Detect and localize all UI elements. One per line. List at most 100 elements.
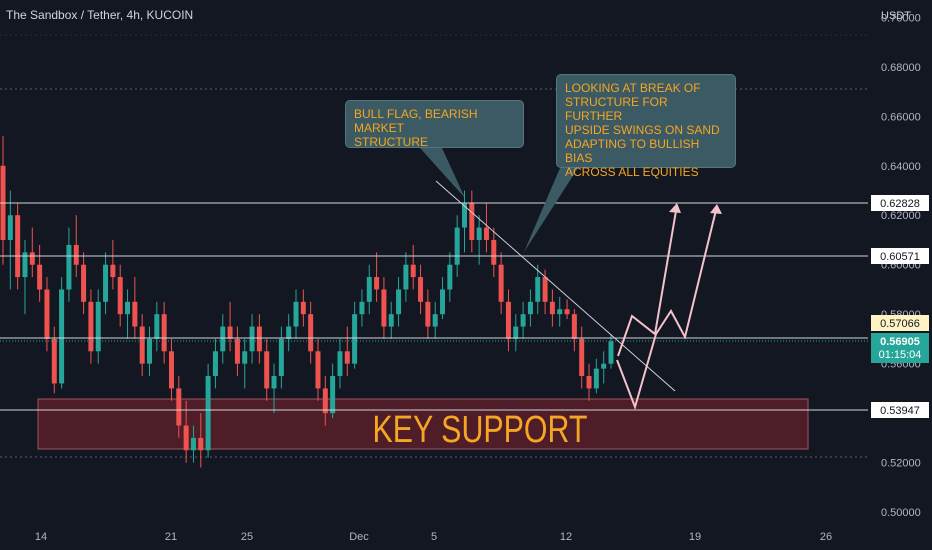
candle-body bbox=[95, 301, 101, 352]
candle-body bbox=[59, 289, 65, 384]
candle-body bbox=[51, 338, 57, 384]
price-label-60571: 0.60571 bbox=[871, 248, 929, 264]
candle-body bbox=[425, 301, 431, 327]
candle-body bbox=[264, 351, 270, 389]
candle-body bbox=[381, 289, 387, 327]
projection-path-1[interactable] bbox=[617, 204, 678, 357]
time-tick-label: 26 bbox=[820, 531, 832, 543]
candle-body bbox=[366, 277, 372, 302]
candle-body bbox=[198, 437, 204, 451]
time-tick-label: 14 bbox=[35, 531, 47, 543]
candle-body bbox=[608, 341, 614, 364]
descending-trendline[interactable] bbox=[435, 180, 676, 392]
candle-body bbox=[220, 326, 226, 352]
candle-body bbox=[579, 338, 585, 377]
candle-body bbox=[330, 376, 336, 414]
candle-body bbox=[410, 264, 416, 278]
callout-pointer-2 bbox=[524, 168, 578, 252]
candle-body bbox=[37, 264, 43, 290]
candle-body bbox=[22, 252, 28, 278]
callout-pointer-1 bbox=[420, 148, 465, 198]
candle-body bbox=[396, 289, 402, 315]
candle-body bbox=[513, 326, 519, 339]
candle-body bbox=[337, 351, 343, 377]
candle-body bbox=[315, 351, 321, 389]
price-tick-label: 0.70000 bbox=[881, 12, 921, 24]
price-tick-label: 0.62000 bbox=[881, 210, 921, 222]
candle-body bbox=[527, 301, 533, 315]
candle-body bbox=[557, 309, 563, 315]
candle-body bbox=[15, 215, 21, 278]
candle-body bbox=[418, 277, 424, 302]
current-price-label: 0.56905 01:15:04 bbox=[871, 333, 929, 363]
candle-body bbox=[403, 264, 409, 290]
candle-body bbox=[308, 314, 314, 352]
candle-body bbox=[205, 376, 211, 451]
candle-body bbox=[234, 338, 240, 364]
candle-body bbox=[227, 326, 233, 339]
candle-body bbox=[483, 227, 489, 240]
price-label-57066: 0.57066 bbox=[871, 315, 929, 331]
candle-body bbox=[73, 244, 79, 265]
candle-body bbox=[344, 351, 350, 364]
projection-path-2[interactable] bbox=[616, 205, 718, 411]
bull-flag-text: BULL FLAG, BEARISH MARKET STRUCTURE bbox=[354, 107, 478, 149]
candle-body bbox=[542, 277, 548, 302]
candle-body bbox=[469, 202, 475, 240]
candle-body bbox=[88, 301, 94, 352]
bar-countdown: 01:15:04 bbox=[879, 349, 922, 361]
candle-body bbox=[125, 301, 131, 315]
candle-body bbox=[432, 314, 438, 327]
key-support-zone[interactable] bbox=[37, 398, 809, 450]
candle-body bbox=[549, 301, 555, 315]
candle-body bbox=[505, 301, 511, 339]
candle-body bbox=[388, 314, 394, 327]
price-tick-label: 0.64000 bbox=[881, 161, 921, 173]
candle-body bbox=[586, 376, 592, 389]
svg-text:0.53947: 0.53947 bbox=[880, 405, 920, 417]
candle-body bbox=[161, 314, 167, 352]
time-tick-label: 5 bbox=[431, 531, 437, 543]
candle-body bbox=[242, 351, 248, 364]
candle-body bbox=[278, 338, 284, 377]
price-tick-label: 0.66000 bbox=[881, 111, 921, 123]
candle-body bbox=[139, 326, 145, 364]
candle-body bbox=[66, 244, 72, 290]
time-tick-label: 19 bbox=[689, 531, 701, 543]
time-tick-label: 25 bbox=[241, 531, 253, 543]
candle-body bbox=[103, 264, 109, 302]
svg-text:0.62828: 0.62828 bbox=[880, 198, 920, 210]
break-structure-callout: LOOKING AT BREAK OF STRUCTURE FOR FURTHE… bbox=[556, 74, 736, 179]
candle-body bbox=[190, 437, 196, 451]
candle-body bbox=[183, 425, 189, 451]
candle-body bbox=[440, 289, 446, 315]
candle-body bbox=[293, 301, 299, 327]
candle-body bbox=[212, 351, 218, 377]
candle-body bbox=[147, 338, 153, 364]
candle-body bbox=[249, 326, 255, 352]
svg-text:0.57066: 0.57066 bbox=[880, 318, 920, 330]
candle-body bbox=[29, 252, 35, 265]
projection-arrowhead-2 bbox=[710, 204, 722, 214]
candle-body bbox=[535, 277, 541, 302]
candle-body bbox=[176, 388, 182, 426]
candle-body bbox=[44, 289, 50, 339]
svg-text:0.60571: 0.60571 bbox=[880, 251, 920, 263]
candle-body bbox=[498, 264, 504, 302]
candle-body bbox=[132, 301, 138, 327]
candle-body bbox=[520, 314, 526, 327]
candle-body bbox=[454, 227, 460, 265]
candle-body bbox=[491, 239, 497, 265]
candle-body bbox=[352, 314, 358, 364]
price-tick-label: 0.52000 bbox=[881, 458, 921, 470]
candle-body bbox=[256, 326, 262, 352]
candle-body bbox=[564, 309, 570, 315]
candle-body bbox=[322, 388, 328, 414]
chart-title: The Sandbox / Tether, 4h, KUCOIN bbox=[6, 8, 194, 22]
candle-body bbox=[81, 264, 87, 302]
time-axis-ticks: 14 21 25 Dec 5 12 19 26 bbox=[35, 531, 832, 543]
candle-body bbox=[461, 202, 467, 228]
break-structure-text: LOOKING AT BREAK OF STRUCTURE FOR FURTHE… bbox=[565, 81, 720, 179]
key-support-label: KEY SUPPORT bbox=[373, 409, 588, 451]
